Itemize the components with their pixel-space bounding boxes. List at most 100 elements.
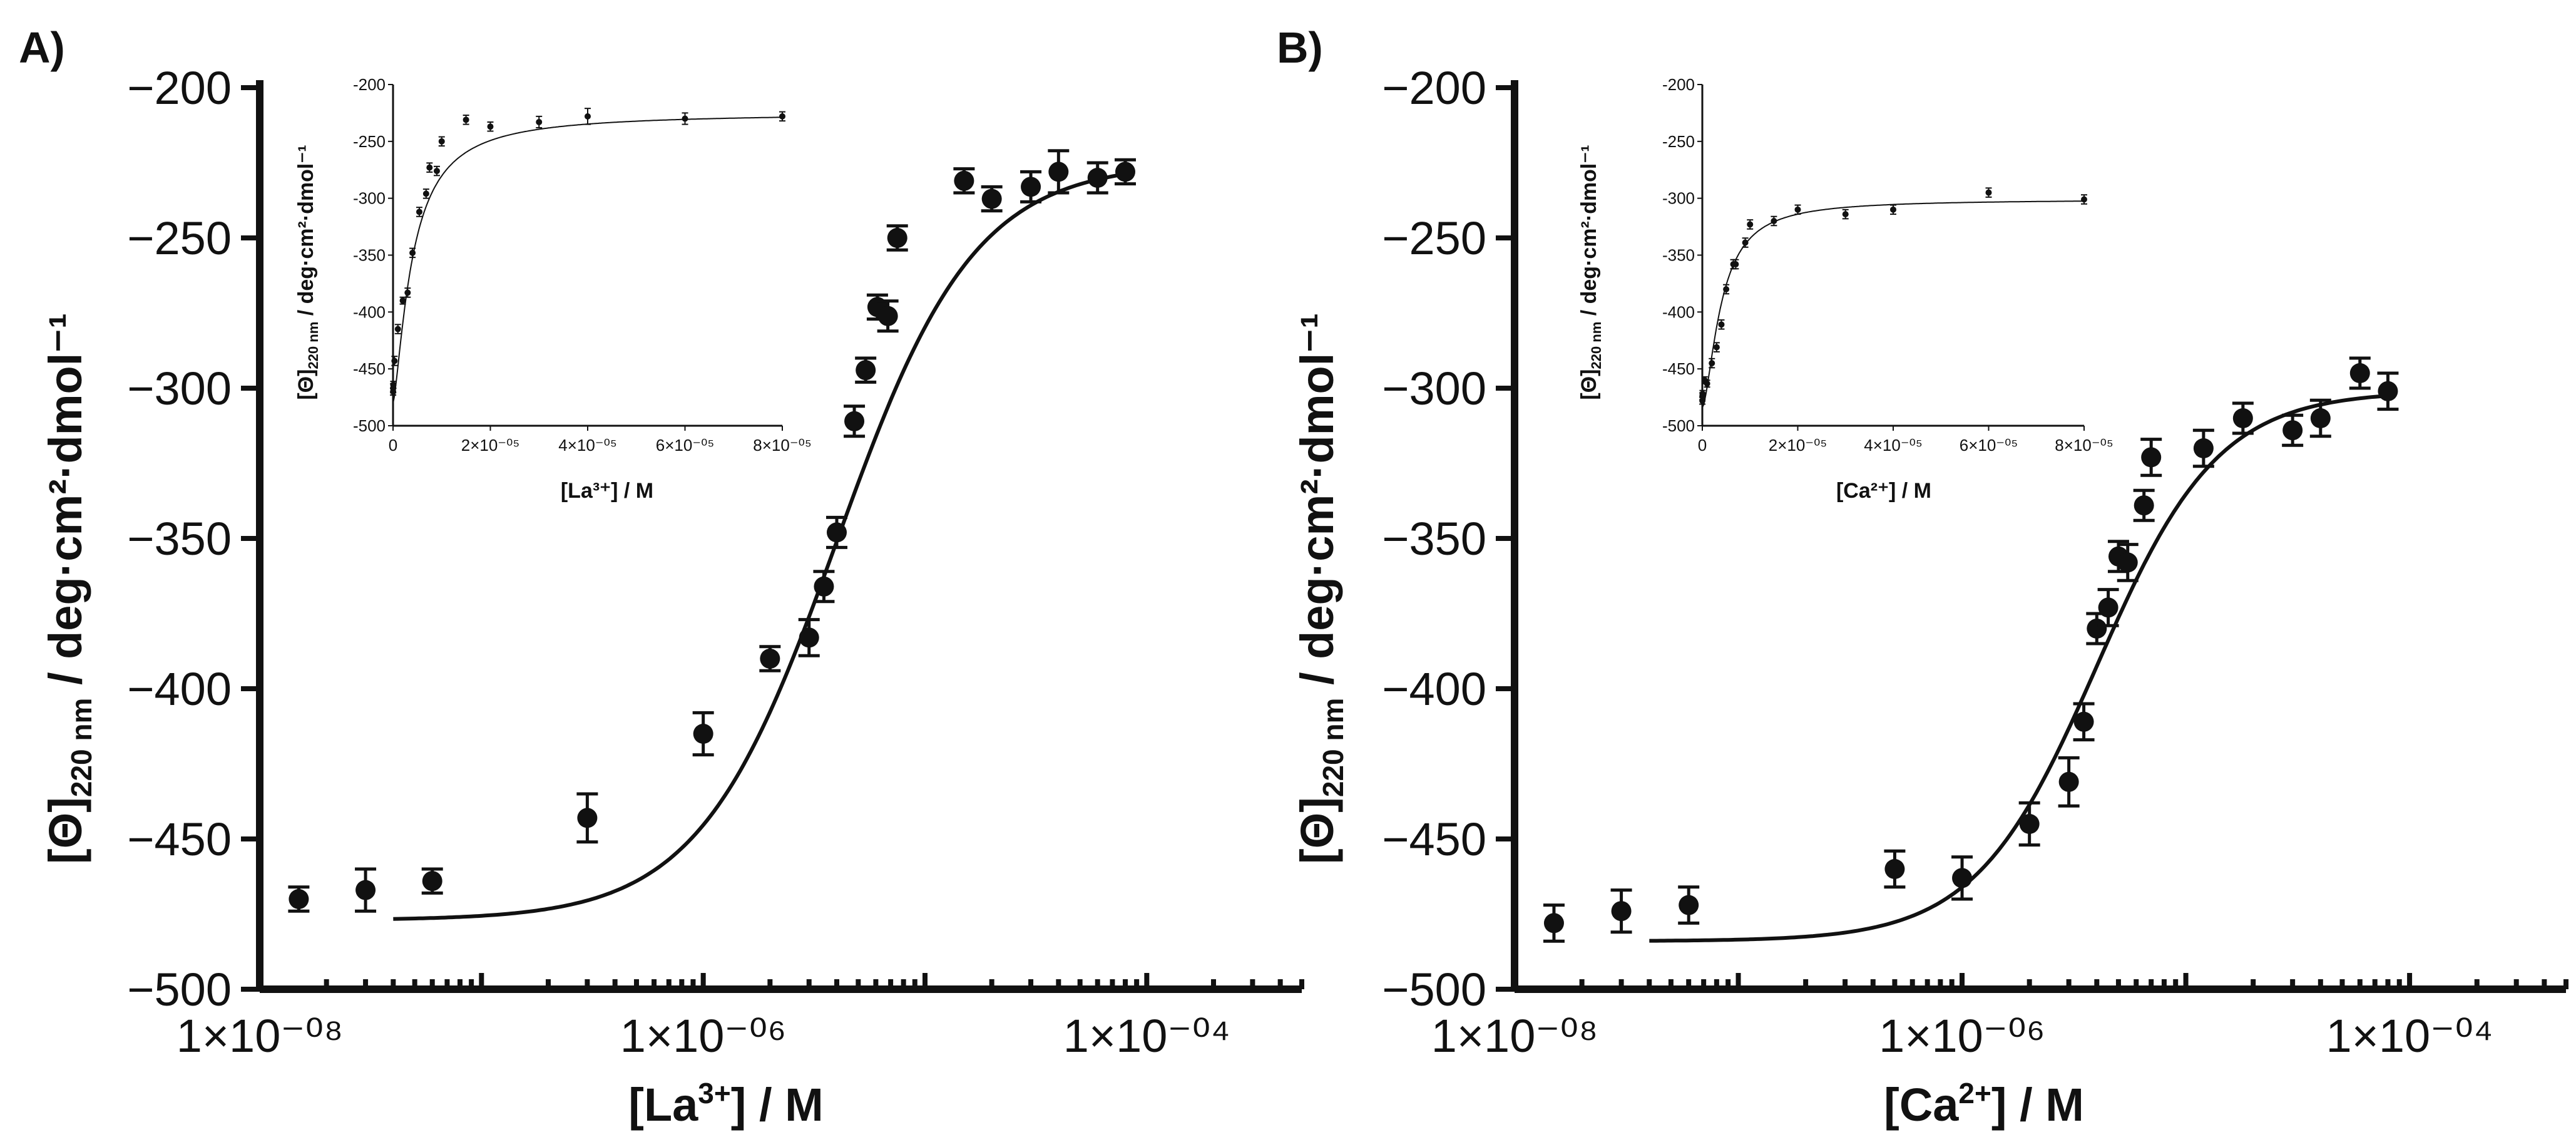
inset-marker	[585, 113, 591, 120]
inset-data-point	[422, 188, 429, 199]
inset-y-axis-label-a: [Θ]220 nm / deg·cm²·dmol⁻¹	[294, 145, 321, 399]
main-marker	[2310, 408, 2331, 428]
main-y-tick-label: −450	[1382, 813, 1486, 865]
main-marker	[844, 411, 865, 431]
main-y-tick-label: −250	[1382, 212, 1486, 264]
inset-y-tick-label: -400	[1662, 302, 1695, 321]
main-data-point	[2133, 488, 2155, 522]
inset-marker	[1713, 344, 1720, 351]
main-marker	[826, 522, 847, 543]
main-data-point	[2349, 356, 2371, 390]
main-data-point	[825, 515, 847, 549]
inset-data-point	[1699, 389, 1706, 398]
inset-y-tick-label: -450	[353, 359, 386, 378]
inset-data-point	[1742, 237, 1749, 248]
main-data-point	[2086, 612, 2108, 646]
inset-data-point	[426, 162, 433, 173]
inset-marker	[1732, 261, 1739, 268]
inset-marker	[404, 289, 411, 296]
inset-data-point	[487, 121, 494, 132]
main-x-axis-label-b: [Ca2+] / M	[1884, 1077, 2084, 1131]
inset-marker	[391, 358, 398, 364]
main-data-point	[2309, 398, 2331, 438]
main-x-tick-label: 1×10⁻⁰⁶	[620, 1010, 787, 1062]
main-data-point	[855, 356, 877, 384]
inset-x-tick-label: 0	[389, 436, 397, 455]
main-data-point	[2377, 371, 2399, 411]
main-marker	[1115, 162, 1135, 182]
inset-y-tick-label: -400	[353, 302, 386, 321]
inset-x-tick-label: 0	[1698, 436, 1707, 455]
inset-marker	[1794, 206, 1801, 213]
inset-data-point	[409, 247, 416, 259]
inset-marker	[416, 208, 422, 215]
inset-fit-curve	[1702, 200, 2084, 408]
main-x-tick-label: 1×10⁻⁰⁴	[2326, 1010, 2493, 1062]
main-data-point	[1884, 849, 1906, 889]
main-data-point	[2192, 428, 2214, 468]
main-data-point	[1020, 170, 1042, 203]
main-data-point	[953, 167, 975, 195]
inset-marker	[390, 381, 397, 388]
main-marker	[693, 724, 713, 744]
main-x-tick-label: 1×10⁻⁰⁸	[1431, 1010, 1598, 1062]
main-marker	[1087, 168, 1108, 188]
inset-marker	[1890, 206, 1896, 213]
main-marker	[760, 649, 780, 669]
main-data-point	[355, 867, 377, 913]
main-x-tick-label: 1×10⁻⁰⁸	[176, 1010, 344, 1062]
main-y-tick-label: −450	[127, 813, 232, 865]
inset-marker	[422, 190, 429, 197]
inset-marker	[1709, 360, 1715, 367]
main-y-tick-label: −300	[1382, 363, 1486, 414]
main-data-point	[2140, 438, 2162, 477]
inset-y-tick-label: -300	[353, 189, 386, 208]
inset-data-point	[391, 356, 398, 366]
main-y-tick-label: −500	[127, 964, 232, 1016]
main-x-axis-label-a: [La3+] / M	[628, 1077, 823, 1131]
main-marker	[954, 170, 974, 191]
inset-data-point	[1713, 342, 1720, 352]
panel-a: A) [Θ]220 nm / deg·cm²·dmol⁻¹ [La3+] / M…	[19, 23, 1304, 1131]
main-y-tick-label: −350	[127, 513, 232, 565]
inset-marker	[1747, 221, 1754, 228]
inset-marker	[682, 115, 688, 122]
main-marker	[2282, 420, 2303, 441]
main-marker	[1048, 162, 1069, 182]
main-marker	[2193, 438, 2214, 458]
main-marker	[2058, 771, 2079, 792]
main-data-point	[1086, 161, 1108, 195]
main-data-point	[288, 885, 310, 913]
main-marker	[2117, 552, 2138, 573]
main-data-point	[2117, 543, 2139, 582]
inset-marker	[394, 326, 401, 332]
inset-x-tick-label: 2×10⁻⁰⁵	[1769, 436, 1827, 455]
inset-y-tick-label: -200	[1662, 75, 1695, 94]
main-marker	[289, 889, 309, 909]
main-marker	[2134, 495, 2154, 516]
inset-marker	[463, 116, 469, 123]
inset-marker	[2081, 196, 2087, 203]
inset-y-tick-label: -450	[1662, 359, 1695, 378]
main-fit-curve	[1649, 393, 2395, 943]
inset-y-tick-label: -500	[1662, 416, 1695, 435]
inset-y-tick-label: -350	[1662, 246, 1695, 265]
main-data-point	[886, 224, 908, 252]
inset-data-point	[1704, 379, 1710, 388]
main-data-point	[692, 711, 714, 757]
main-data-point	[2282, 413, 2304, 447]
main-x-tick-label: 1×10⁻⁰⁴	[1063, 1010, 1230, 1062]
main-data-point	[1951, 855, 1973, 901]
main-y-tick-label: −400	[1382, 663, 1486, 715]
main-marker	[1884, 859, 1905, 879]
main-marker	[1611, 901, 1632, 922]
main-marker	[355, 880, 376, 900]
main-marker	[2349, 363, 2370, 383]
inset-data-point	[1985, 187, 1992, 198]
inset-marker	[426, 164, 433, 171]
panel-letter-b: B)	[1277, 23, 1323, 72]
inset-marker	[433, 168, 440, 175]
inset-fit-curve	[392, 116, 782, 403]
main-y-tick-label: −250	[127, 212, 232, 264]
inset-marker	[399, 297, 406, 304]
